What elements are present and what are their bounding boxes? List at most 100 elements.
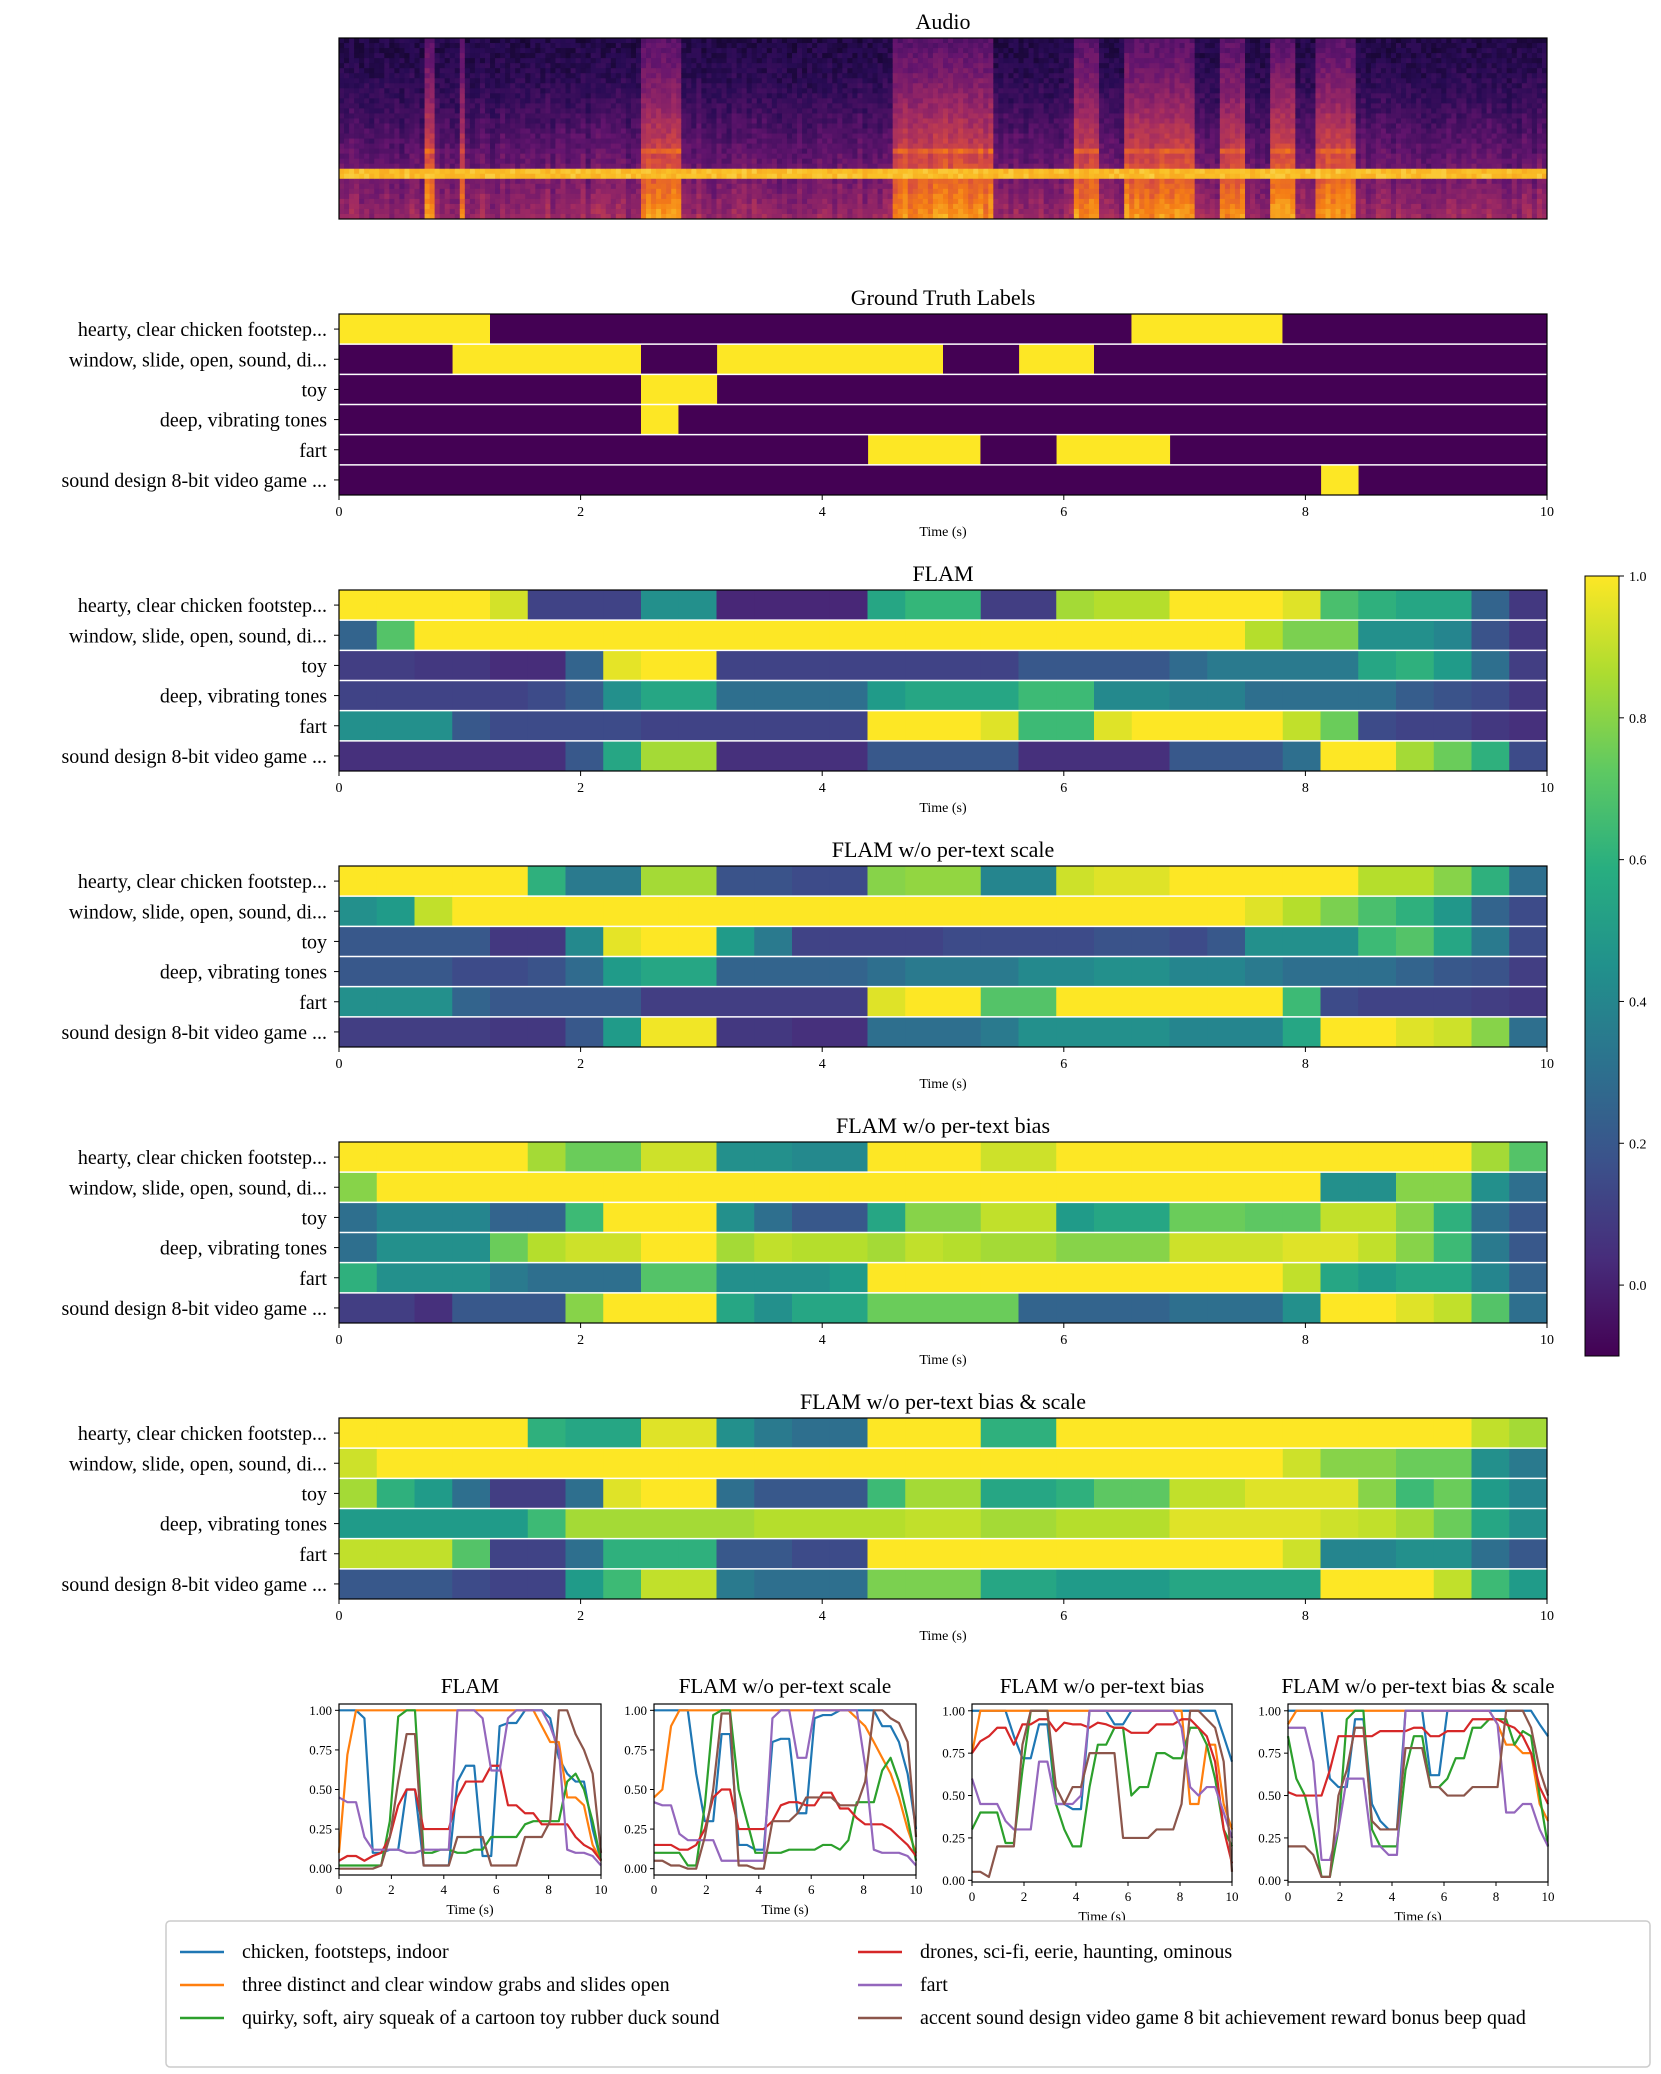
spectrogram-cell xyxy=(958,98,964,104)
spectrogram-cell xyxy=(394,143,400,150)
spectrogram-cell xyxy=(842,63,848,69)
spectrogram-cell xyxy=(615,63,622,69)
spectrogram-cell xyxy=(731,58,738,64)
spectrogram-cell xyxy=(590,38,597,44)
spectrogram-cell xyxy=(384,198,390,205)
spectrogram-cell xyxy=(1028,183,1035,190)
spectrogram-cell xyxy=(610,48,617,54)
spectrogram-cell xyxy=(721,113,728,120)
spectrogram-cell xyxy=(756,188,763,195)
spectrogram-cell xyxy=(605,153,612,160)
spectrogram-cell xyxy=(379,68,385,74)
spectrogram-cell xyxy=(827,168,833,175)
spectrogram-cell xyxy=(479,133,486,140)
spectrogram-cell xyxy=(414,153,421,160)
spectrogram-cell xyxy=(988,173,994,180)
spectrogram-cell xyxy=(530,173,536,180)
spectrogram-cell xyxy=(847,213,853,219)
spectrogram-cell xyxy=(912,163,919,170)
spectrogram-cell xyxy=(404,38,411,44)
spectrogram-cell xyxy=(605,108,612,115)
spectrogram-cell xyxy=(993,68,999,74)
spectrogram-cell xyxy=(978,153,984,160)
spectrogram-cell xyxy=(646,143,652,150)
spectrogram-cell xyxy=(515,193,521,200)
spectrogram-cell xyxy=(600,88,607,94)
spectrogram-cell xyxy=(837,123,843,130)
spectrogram-cell xyxy=(364,183,370,190)
spectrogram-cell xyxy=(661,38,667,44)
spectrogram-cell xyxy=(419,103,426,109)
spectrogram-cell xyxy=(786,73,793,79)
spectrogram-cell xyxy=(817,113,823,120)
spectrogram-cell xyxy=(404,43,411,49)
spectrogram-cell xyxy=(344,138,350,145)
spectrogram-cell xyxy=(490,148,496,155)
spectrogram-cell xyxy=(394,53,400,59)
spectrogram-cell xyxy=(439,73,446,79)
spectrogram-cell xyxy=(676,153,682,160)
spectrogram-cell xyxy=(545,123,551,130)
spectrogram-cell xyxy=(686,118,692,125)
spectrogram-cell xyxy=(817,48,823,54)
spectrogram-cell xyxy=(369,88,375,94)
spectrogram-cell xyxy=(394,188,400,195)
spectrogram-cell xyxy=(1013,203,1020,210)
spectrogram-cell xyxy=(701,78,708,84)
spectrogram-cell xyxy=(535,128,541,135)
spectrogram-cell xyxy=(474,188,481,195)
spectrogram-cell xyxy=(444,48,451,54)
spectrogram-cell xyxy=(479,198,486,205)
spectrogram-cell xyxy=(781,158,788,165)
spectrogram-cell xyxy=(389,98,395,104)
spectrogram-cell xyxy=(711,108,718,115)
spectrogram-cell xyxy=(1023,168,1030,175)
spectrogram-cell xyxy=(766,198,773,205)
spectrogram-cell xyxy=(464,143,471,150)
spectrogram-cell xyxy=(389,88,395,94)
spectrogram-cell xyxy=(837,63,843,69)
spectrogram-cell xyxy=(490,58,496,64)
spectrogram-cell xyxy=(751,38,758,44)
spectrogram-cell xyxy=(993,38,999,44)
spectrogram-cell xyxy=(404,143,411,150)
spectrogram-cell xyxy=(666,163,672,170)
spectrogram-cell xyxy=(630,128,637,135)
spectrogram-cell xyxy=(595,78,602,84)
spectrogram-cell xyxy=(837,88,843,94)
spectrogram-cell xyxy=(892,63,899,69)
spectrogram-cell xyxy=(721,53,728,59)
spectrogram-cell xyxy=(691,103,697,109)
spectrogram-cell xyxy=(721,168,728,175)
spectrogram-cell xyxy=(424,198,431,205)
spectrogram-cell xyxy=(354,193,360,200)
spectrogram-cell xyxy=(948,198,954,205)
spectrogram-cell xyxy=(862,93,869,99)
spectrogram-cell xyxy=(691,93,697,99)
spectrogram-cell xyxy=(686,53,692,59)
spectrogram-cell xyxy=(761,128,768,135)
spectrogram-cell xyxy=(364,38,370,44)
spectrogram-cell xyxy=(776,113,783,120)
spectrogram-cell xyxy=(943,108,949,115)
spectrogram-cell xyxy=(973,58,979,64)
spectrogram-cell xyxy=(374,148,380,155)
spectrogram-cell xyxy=(867,123,874,130)
spectrogram-cell xyxy=(812,178,818,185)
spectrogram-cell xyxy=(555,48,562,54)
spectrogram-cell xyxy=(495,168,501,175)
spectrogram-cell xyxy=(751,183,758,190)
spectrogram-cell xyxy=(464,78,471,84)
spectrogram-cell xyxy=(459,48,466,54)
spectrogram-cell xyxy=(721,178,728,185)
spectrogram-cell xyxy=(867,88,874,94)
spectrogram-cell xyxy=(686,88,692,94)
spectrogram-cell xyxy=(600,83,607,89)
spectrogram-cell xyxy=(812,128,818,135)
spectrogram-cell xyxy=(988,43,994,49)
spectrogram-cell xyxy=(927,48,934,54)
spectrogram-cell xyxy=(998,153,1004,160)
spectrogram-cell xyxy=(792,103,798,109)
spectrogram-cell xyxy=(877,198,884,205)
spectrogram-cell xyxy=(978,63,984,69)
